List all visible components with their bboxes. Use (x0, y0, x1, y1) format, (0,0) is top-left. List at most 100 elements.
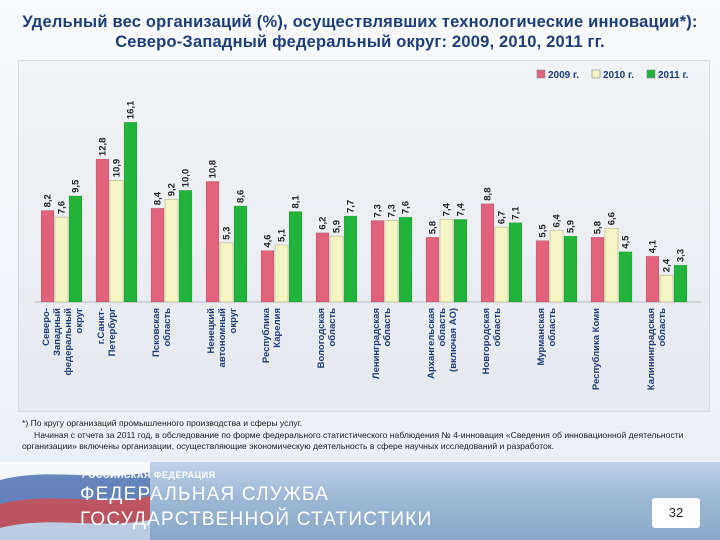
data-label: 7,7 (346, 200, 357, 213)
bar-2011 (398, 216, 413, 303)
legend-label: 2009 г. (548, 70, 579, 81)
category-label: Вологодскаяобласть (316, 308, 338, 369)
legend-label: 2011 г. (658, 70, 689, 81)
bar-chart: 2009 г. 2010 г. 2011 г.8,27,69,5Северо-Зап… (35, 69, 701, 390)
bar-2011 (288, 211, 303, 303)
data-label: 5,5 (538, 224, 549, 238)
country-label: РОССИЙСКАЯ ФЕДЕРАЦИЯ (82, 470, 216, 480)
data-label: 4,5 (621, 235, 632, 249)
legend-label: 2010 г. (603, 70, 634, 81)
category-label: Мурманскаяобласть (536, 308, 558, 366)
bar-2009 (315, 232, 330, 303)
data-label: 9,5 (71, 179, 82, 193)
chart-title: Удельный вес организаций (%), осуществля… (22, 13, 698, 51)
chart-legend: 2009 г. 2010 г. 2011 г. (536, 69, 689, 81)
category-label: г.Санкт-Петербург (96, 308, 118, 356)
data-label: 6,4 (552, 214, 563, 228)
data-label: 7,6 (401, 201, 412, 214)
legend-swatch (591, 69, 601, 79)
bar-2010 (274, 244, 289, 303)
footnote-line-2: Начиная с отчета за 2011 год, в обследов… (22, 429, 684, 452)
bar-2010 (164, 198, 179, 303)
bar-2011 (123, 121, 138, 303)
data-label: 8,8 (483, 188, 494, 201)
bar-2010 (329, 235, 344, 303)
bar-2011 (453, 219, 468, 303)
bar-2011 (343, 215, 358, 303)
bar-2009 (370, 220, 385, 303)
category-label: Республика Коми (591, 308, 602, 390)
data-label: 2,4 (662, 258, 673, 272)
bar-2011 (563, 235, 578, 303)
data-label: 7,6 (57, 201, 68, 214)
data-label: 10,9 (112, 159, 123, 178)
data-label: 8,6 (236, 190, 247, 203)
category-label: Северо-Западныйфедеральныйокруг (41, 308, 85, 376)
data-label: 5,9 (566, 220, 577, 233)
data-label: 3,3 (676, 249, 687, 262)
russian-flag-wave (0, 462, 150, 540)
data-label: 10,0 (181, 169, 192, 188)
category-label: Новгородскаяобласть (481, 308, 503, 375)
bar-2009 (645, 255, 660, 303)
bar-2009 (260, 250, 275, 303)
data-label: 5,8 (593, 221, 604, 234)
data-label: 10,8 (208, 160, 219, 179)
bar-2010 (549, 230, 564, 303)
category-label: Ленинградскаяобласть (371, 308, 393, 379)
bar-2010 (109, 179, 124, 303)
bar-2009 (205, 181, 220, 303)
category-label: Ненецкийавтономныйокруг (206, 308, 239, 368)
data-label: 8,4 (153, 191, 164, 205)
bar-2011 (508, 222, 523, 303)
bar-2009 (95, 158, 110, 303)
data-label: 16,1 (126, 100, 137, 119)
bar-2011 (68, 195, 83, 303)
data-label: 8,2 (43, 194, 54, 207)
bar-2010 (659, 274, 674, 303)
bar-2010 (384, 220, 399, 303)
category-label: Калининградскаяобласть (646, 308, 668, 390)
bar-2010 (604, 228, 619, 303)
data-label: 7,4 (456, 202, 467, 216)
bar-2009 (425, 236, 440, 303)
organization-name-line-2: ГОСУДАРСТВЕННОЙ СТАТИСТИКИ (80, 509, 433, 530)
category-label: Архангельскаяобласть(включая АО) (426, 308, 459, 379)
category-label: Псковскаяобласть (151, 308, 173, 357)
data-label: 6,6 (607, 212, 618, 225)
legend-swatch (536, 69, 546, 79)
bar-2011 (618, 251, 633, 303)
data-label: 6,2 (318, 217, 329, 230)
chart-panel: 2009 г. 2010 г. 2011 г. 8,2 7,6 9,5 Северо-Зап… (18, 60, 710, 412)
data-label: 5,9 (332, 220, 343, 233)
data-label: 8,1 (291, 195, 302, 209)
bar-2010 (494, 226, 509, 303)
data-label: 4,6 (263, 234, 274, 247)
bar-2010 (439, 219, 454, 303)
footer-banner: РОССИЙСКАЯ ФЕДЕРАЦИЯ ФЕДЕРАЛЬНАЯ СЛУЖБА … (0, 462, 720, 540)
data-label: 5,1 (277, 228, 288, 242)
bar-2010 (219, 242, 234, 303)
data-label: 7,3 (387, 204, 398, 217)
bar-2011 (673, 264, 688, 303)
category-label: РеспубликаКарелия (261, 307, 283, 363)
bar-2010 (54, 216, 69, 303)
bar-2009 (590, 236, 605, 303)
bar-2011 (178, 190, 193, 303)
data-label: 4,1 (648, 239, 659, 253)
data-label: 12,8 (98, 138, 109, 157)
footnote-line-1: *) По кругу организаций промышленного пр… (22, 418, 303, 428)
bar-2009 (480, 203, 495, 303)
data-label: 9,2 (167, 183, 178, 196)
bar-2009 (40, 210, 55, 303)
organization-name-line-1: ФЕДЕРАЛЬНАЯ СЛУЖБА (80, 484, 329, 505)
footnote: *) По кругу организаций промышленного пр… (22, 418, 702, 453)
bar-2009 (150, 207, 165, 303)
legend-swatch (646, 69, 656, 79)
data-label: 5,3 (222, 227, 233, 240)
bar-2011 (233, 205, 248, 303)
data-label: 7,1 (511, 206, 522, 220)
page-number: 32 (652, 498, 700, 528)
data-label: 7,4 (442, 202, 453, 216)
bar-2009 (535, 240, 550, 303)
